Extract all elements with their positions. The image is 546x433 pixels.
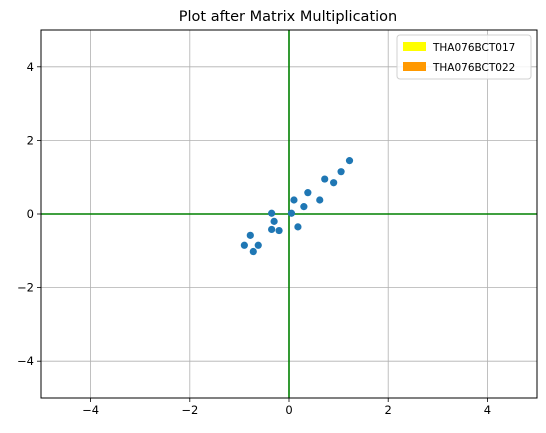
legend: THA076BCT017 THA076BCT022 <box>396 34 532 80</box>
x-axis-ticks: −4 −2 0 2 4 <box>82 398 491 417</box>
x-tick-label: 2 <box>385 403 392 417</box>
data-point <box>246 231 254 239</box>
legend-swatch <box>403 42 426 51</box>
data-point <box>321 175 329 183</box>
y-tick-label: 0 <box>27 207 34 221</box>
data-point <box>304 189 312 197</box>
data-point <box>300 203 308 211</box>
chart-title: Plot after Matrix Multiplication <box>179 9 397 25</box>
data-point <box>337 168 345 176</box>
data-point <box>287 209 296 217</box>
x-tick-label: −2 <box>181 403 198 417</box>
data-point <box>270 217 278 225</box>
legend-label: THA076BCT022 <box>432 62 515 74</box>
legend-swatch <box>403 62 426 71</box>
legend-label: THA076BCT017 <box>432 42 515 54</box>
data-points <box>240 157 354 256</box>
data-point <box>294 223 302 231</box>
data-point <box>316 196 324 204</box>
data-point <box>254 241 262 249</box>
data-point <box>240 241 248 249</box>
data-point <box>290 196 298 204</box>
x-tick-label: 4 <box>484 403 491 417</box>
legend-box <box>396 34 532 80</box>
y-tick-label: 4 <box>27 60 34 74</box>
data-point <box>275 226 283 235</box>
x-tick-label: 0 <box>285 403 292 417</box>
data-point <box>345 157 354 165</box>
data-point <box>249 247 257 256</box>
data-point <box>268 209 276 217</box>
data-point <box>268 225 276 234</box>
data-point <box>330 179 338 187</box>
x-tick-label: −4 <box>82 403 99 417</box>
y-axis-ticks: −4 −2 0 2 4 <box>17 60 41 368</box>
y-tick-label: −2 <box>17 281 34 295</box>
y-tick-label: 2 <box>27 133 34 147</box>
y-tick-label: −4 <box>17 354 34 368</box>
